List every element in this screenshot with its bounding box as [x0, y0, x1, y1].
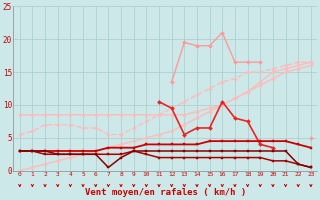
X-axis label: Vent moyen/en rafales ( km/h ): Vent moyen/en rafales ( km/h )	[85, 188, 246, 197]
